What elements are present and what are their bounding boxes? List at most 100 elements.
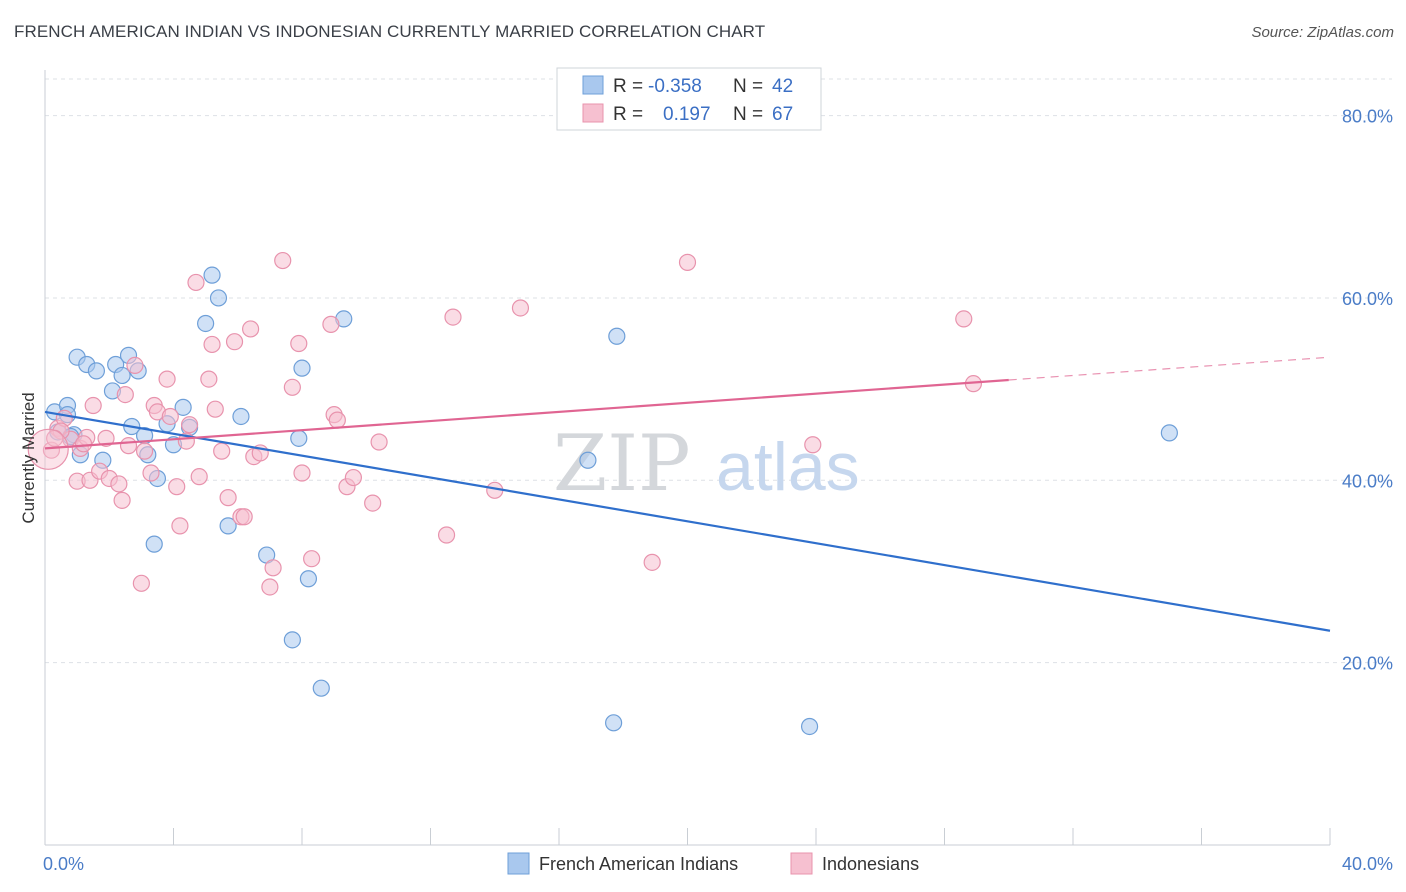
point-french-american-indian-11: [113, 366, 131, 385]
point-indonesian-10: [97, 429, 115, 447]
point-indonesian-36: [242, 320, 260, 338]
point-indonesian-22: [161, 407, 179, 426]
point-indonesian-43: [290, 334, 308, 353]
point-indonesian-13: [113, 491, 131, 509]
point-indonesian-52: [370, 433, 388, 451]
series-swatch-pink: [790, 852, 813, 875]
legend-n-value-2: 67: [772, 104, 793, 125]
legend-r-value-2: 0.197: [663, 104, 711, 125]
point-indonesian-56: [511, 299, 530, 317]
legend-r-value-1: -0.358: [648, 76, 702, 97]
trend-layer: [44, 356, 1331, 632]
point-french-american-indian-32: [312, 679, 330, 697]
point-indonesian-18: [142, 464, 160, 482]
point-indonesian-46: [322, 315, 340, 333]
point-indonesian-60: [955, 310, 973, 328]
x-tick-label-max: 40.0%: [1342, 854, 1393, 874]
point-indonesian-31: [206, 400, 224, 418]
point-french-american-indian-23: [203, 266, 221, 284]
point-french-american-indian-38: [800, 717, 819, 736]
series-swatch-blue: [507, 852, 530, 875]
grid-layer: [45, 78, 1392, 664]
legend-swatch-pink: [582, 103, 604, 123]
point-indonesian-40: [264, 559, 282, 577]
point-indonesian-33: [219, 489, 237, 507]
point-indonesian-51: [364, 494, 382, 512]
point-indonesian-58: [678, 253, 697, 271]
point-indonesian-39: [261, 578, 279, 596]
point-french-american-indian-39: [1160, 424, 1178, 442]
axis-layer: 20.0% 40.0% 60.0% 80.0% 0.0% 40.0%: [43, 70, 1393, 874]
point-indonesian-59: [804, 436, 822, 454]
trendline-indonesians: [44, 378, 1009, 450]
legend-n-label-2: N =: [733, 104, 763, 125]
series-label-french-american-indians: French American Indians: [539, 854, 738, 874]
watermark-atlas: atlas: [716, 429, 860, 505]
point-indonesian-large: [27, 428, 69, 470]
y-tick-label-40: 40.0%: [1342, 471, 1393, 491]
points-layer: [27, 251, 1178, 736]
point-indonesian-62: [132, 574, 150, 592]
point-indonesian-8: [84, 396, 102, 415]
trendline-indonesians-extension: [1008, 356, 1331, 381]
point-indonesian-50: [344, 468, 362, 487]
point-indonesian-42: [283, 378, 301, 396]
point-indonesian-16: [126, 356, 144, 375]
y-axis-label: Currently Married: [19, 392, 38, 523]
point-french-american-indian-25: [219, 517, 237, 535]
point-indonesian-15: [119, 437, 138, 455]
point-french-american-indian-31: [299, 570, 318, 588]
point-french-american-indian-29: [290, 429, 308, 447]
legend-r-label-1: R =: [613, 76, 643, 97]
point-indonesian-48: [328, 411, 346, 429]
point-french-american-indian-28: [283, 631, 301, 649]
series-legend: French American Indians Indonesians: [507, 852, 919, 875]
point-indonesian-44: [293, 464, 311, 482]
chart-source: Source: ZipAtlas.com: [1251, 24, 1394, 41]
point-french-american-indian-30: [293, 359, 311, 377]
point-indonesian-34: [225, 333, 244, 351]
point-indonesian-14: [116, 385, 134, 404]
point-french-american-indian-24: [209, 289, 228, 307]
point-french-american-indian-26: [232, 407, 250, 426]
x-tick-label-min: 0.0%: [43, 854, 84, 874]
point-indonesian-57: [643, 553, 661, 571]
y-tick-label-80: 80.0%: [1342, 107, 1393, 127]
watermark-zip: ZIP: [553, 419, 691, 509]
point-indonesian-17: [135, 442, 154, 460]
point-indonesian-12: [110, 475, 128, 493]
point-french-american-indian-20: [174, 398, 192, 416]
point-french-american-indian-36: [608, 327, 626, 345]
point-indonesian-54: [444, 308, 462, 326]
legend-swatch-blue: [582, 75, 604, 95]
legend-n-value-1: 42: [772, 76, 793, 97]
y-tick-label-20: 20.0%: [1342, 654, 1393, 674]
correlation-legend: R = -0.358 N = 42 R = 0.197 N = 67: [556, 67, 822, 131]
point-indonesian-30: [203, 335, 221, 354]
y-tick-label-60: 60.0%: [1342, 289, 1393, 309]
watermark: ZIP atlas: [553, 419, 860, 509]
point-french-american-indian-35: [579, 451, 597, 469]
trendline-french-american-indians: [44, 410, 1331, 632]
point-indonesian-28: [187, 273, 205, 292]
point-indonesian-53: [437, 526, 456, 544]
point-indonesian-21: [158, 370, 176, 388]
point-indonesian-27: [190, 468, 208, 486]
point-indonesian-65: [74, 435, 93, 453]
series-label-indonesians: Indonesians: [822, 854, 919, 874]
legend-r-label-2: R =: [613, 104, 643, 125]
point-indonesian-63: [235, 508, 253, 526]
point-indonesian-24: [171, 517, 189, 535]
legend-n-label-1: N =: [733, 76, 763, 97]
point-indonesian-41: [274, 251, 292, 270]
point-indonesian-45: [303, 550, 321, 568]
point-french-american-indian-7: [87, 362, 106, 380]
point-indonesian-26: [180, 416, 199, 434]
chart-title: FRENCH AMERICAN INDIAN VS INDONESIAN CUR…: [14, 22, 766, 41]
point-indonesian-29: [200, 370, 218, 388]
point-french-american-indian-37: [605, 714, 623, 732]
point-french-american-indian-22: [197, 314, 215, 333]
point-indonesian-23: [168, 478, 186, 496]
point-french-american-indian-34: [145, 535, 163, 553]
